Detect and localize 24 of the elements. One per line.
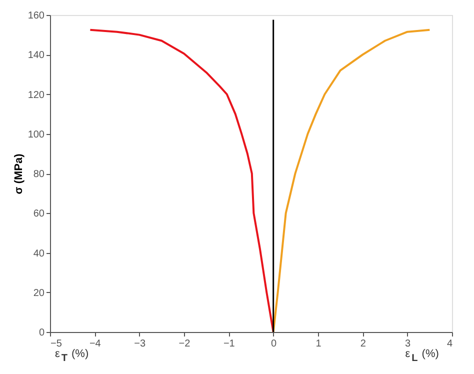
- line-series: [272, 28, 431, 333]
- x-tick-label: 3: [405, 338, 412, 350]
- y-axis-title: σ (MPa): [12, 153, 25, 194]
- y-tick-label: 80: [33, 169, 45, 180]
- text: εT (%): [55, 348, 89, 364]
- x-tick-label: −3: [134, 338, 146, 350]
- x-tick-label: 4: [446, 338, 453, 350]
- x-tick-label: 1: [316, 338, 322, 350]
- y-tick-label: 160: [28, 10, 45, 22]
- y-tick-label: 120: [28, 90, 45, 101]
- y-tick-label: 100: [28, 129, 45, 140]
- y-tick-label: 60: [33, 208, 45, 220]
- line-series: [89, 28, 274, 333]
- x-tick-label: 0: [271, 338, 278, 350]
- y-tick-label: 40: [33, 248, 45, 260]
- x-tick-label: −1: [223, 338, 236, 350]
- x-tick-label: −5: [50, 338, 62, 350]
- y-tick-label: 20: [33, 288, 45, 299]
- text: εL (%): [405, 348, 439, 364]
- y-tick-label: 140: [28, 50, 45, 62]
- x-tick-label: 2: [360, 338, 366, 350]
- x-tick-label: −2: [178, 338, 191, 350]
- x-tick-label: −4: [89, 338, 102, 350]
- y-tick-label: 0: [38, 328, 45, 338]
